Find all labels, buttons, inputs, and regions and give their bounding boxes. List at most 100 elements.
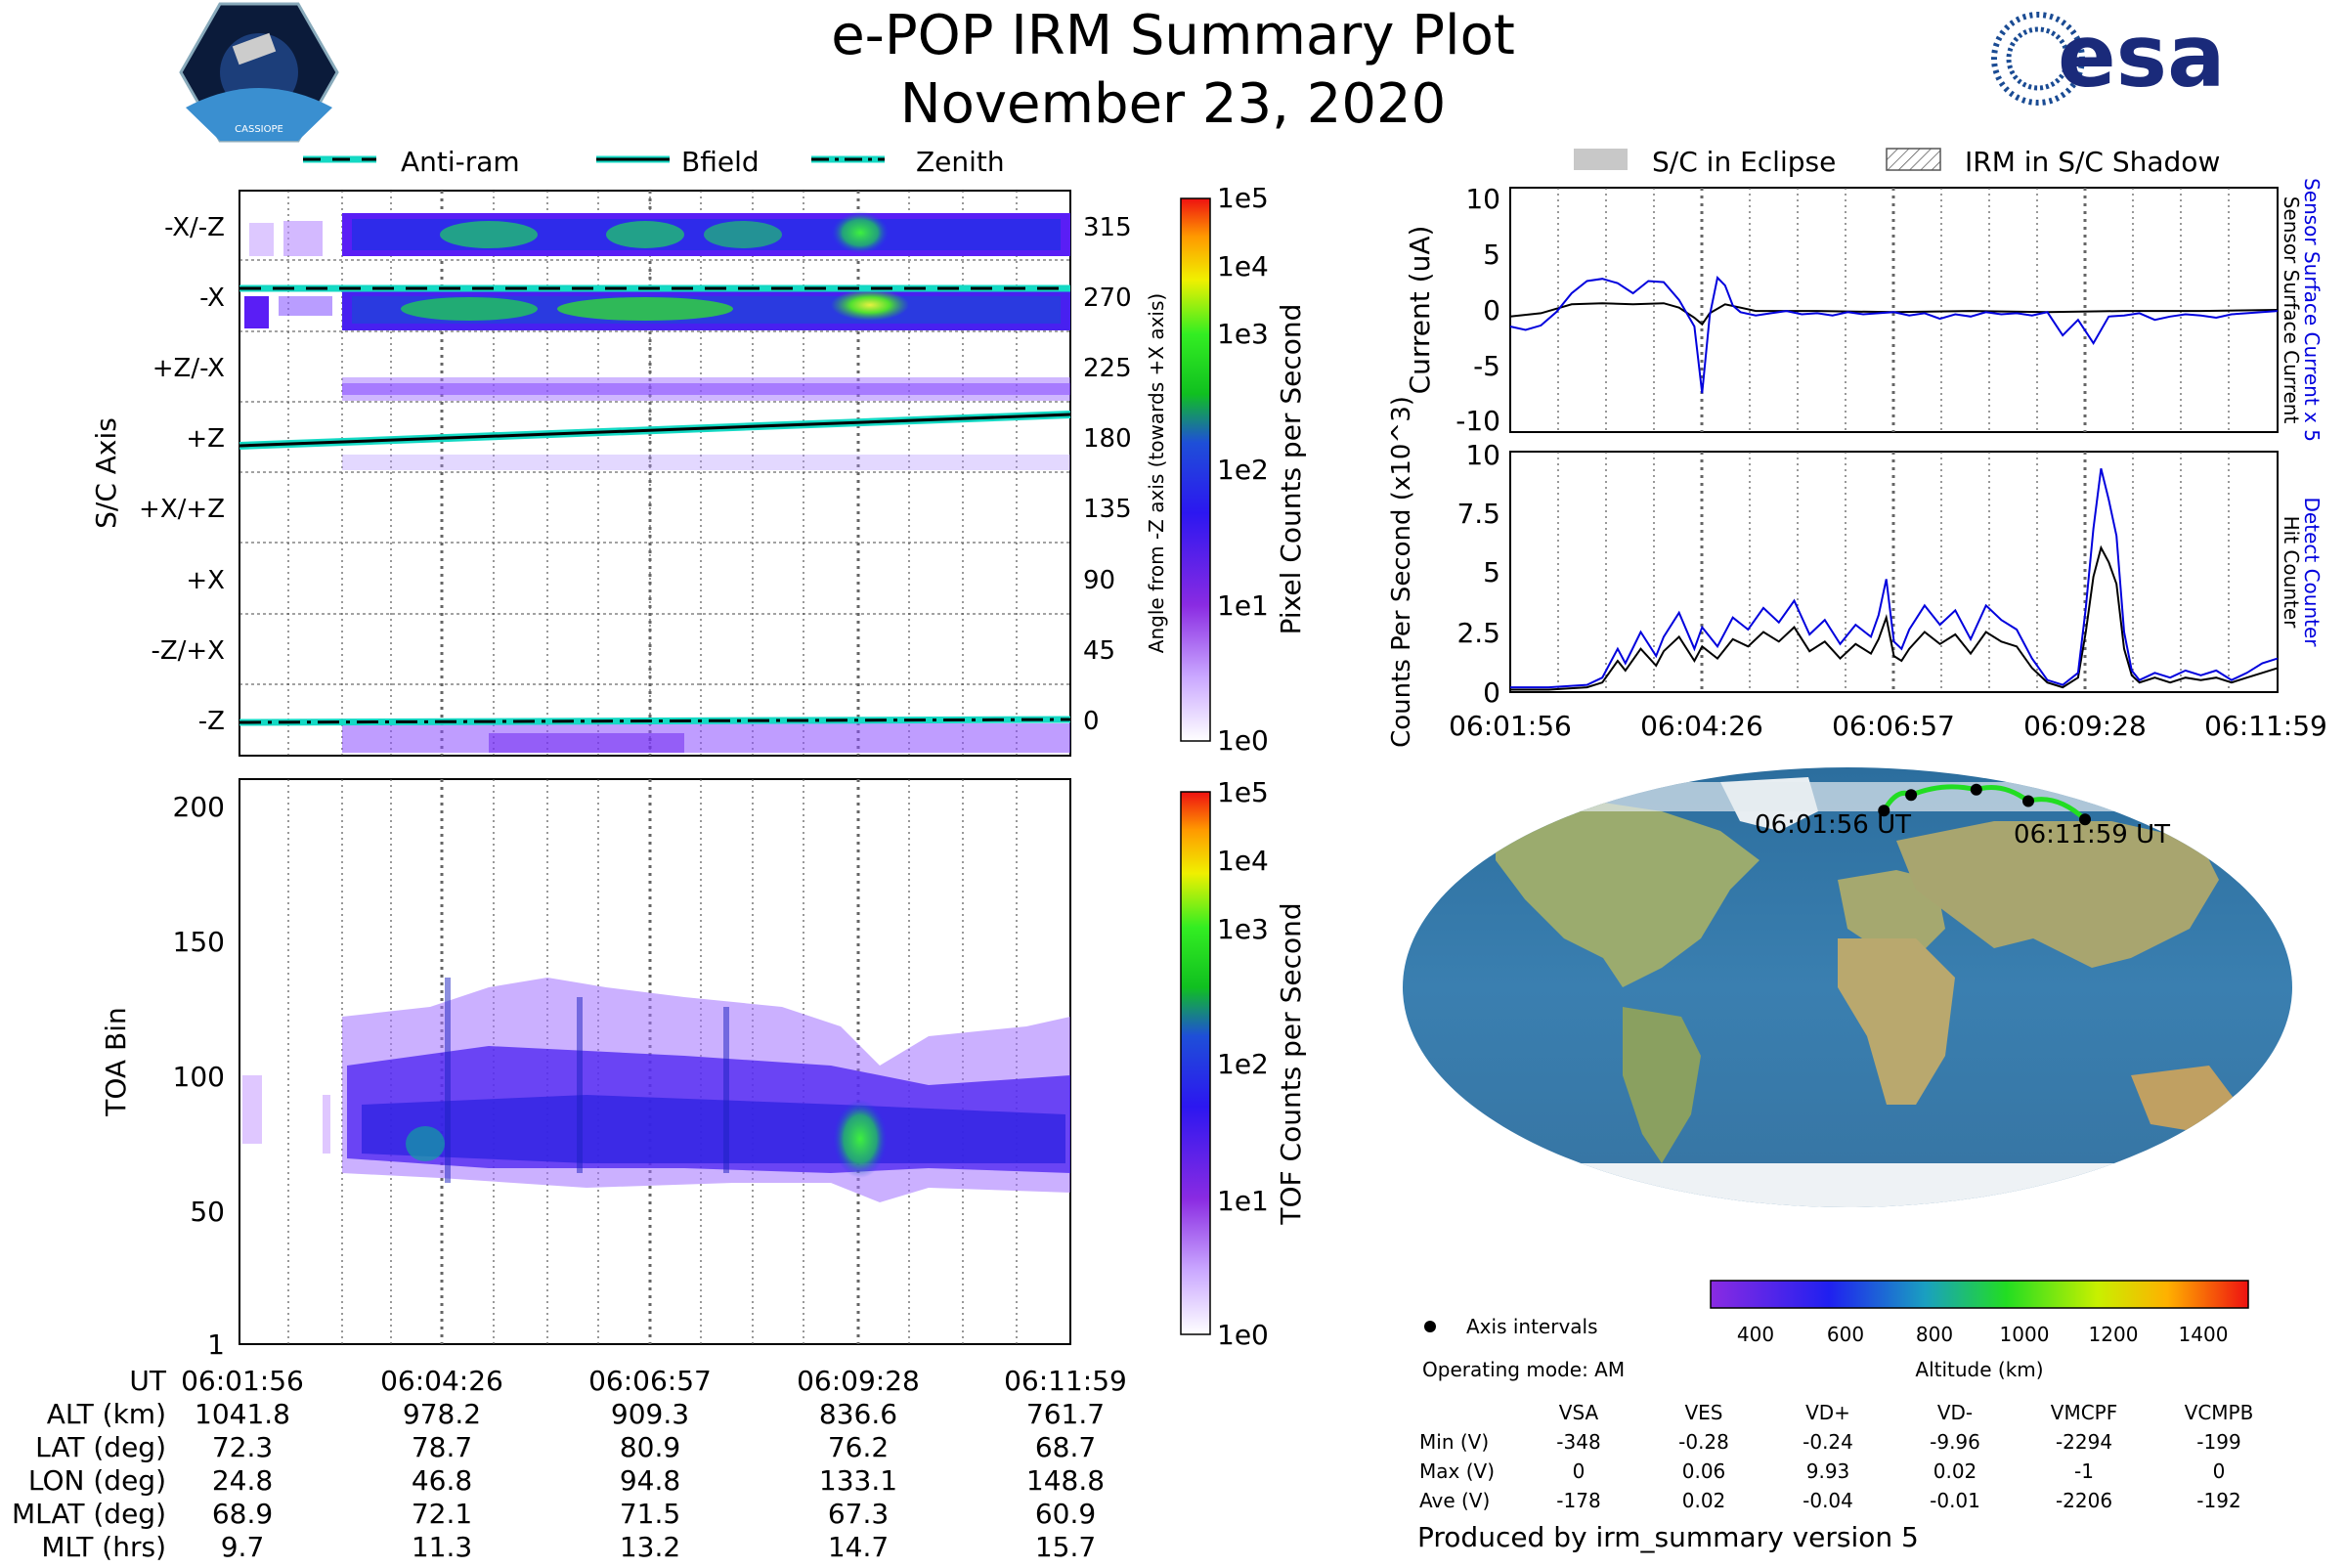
orbit-table: UT ALT (km) LAT (deg) LON (deg) MLAT (de… [12, 1365, 1105, 1563]
detect-counter-line [1510, 467, 2279, 689]
esa-logo-text: esa [2058, 6, 2225, 107]
cassiope-logo: CASSIOPE [179, 2, 339, 143]
voltage-row-label: Ave (V) [1419, 1489, 1490, 1512]
current-ytick: 5 [1483, 239, 1500, 271]
cbar-tick: 1e3 [1217, 318, 1269, 350]
orbit-cell: 67.3 [828, 1498, 889, 1530]
legend-sc-axis: Anti-ram Bfield Zenith [303, 146, 1005, 178]
sc-axis-category: +X [186, 566, 225, 595]
voltage-header: VD- [1937, 1401, 1973, 1424]
pixel-cbar-label: Pixel Counts per Second [1275, 304, 1307, 635]
orbit-cell: 11.3 [412, 1531, 472, 1563]
current-right-label-blue: Sensor Surface Current x 5 [2300, 178, 2324, 442]
voltage-cell: -0.24 [1803, 1430, 1853, 1454]
orbit-cell: 60.9 [1035, 1498, 1096, 1530]
esa-logo: esa [1991, 6, 2225, 107]
orbit-cell: 24.8 [212, 1464, 273, 1497]
counts-ytick: 2.5 [1456, 617, 1500, 649]
angle-tick: 180 [1083, 424, 1132, 454]
sc-axis-category: -X [199, 283, 225, 313]
pixel-colorbar: 1e5 1e4 1e3 1e2 1e1 1e0 Pixel Counts per… [1180, 182, 1307, 757]
voltage-cell: -2294 [2056, 1430, 2112, 1454]
sc-axis-category: -X/-Z [164, 213, 225, 242]
voltage-header: VCMPB [2185, 1401, 2254, 1424]
figure-title: e-POP IRM Summary Plot [831, 4, 1515, 67]
orbit-point [2079, 813, 2091, 826]
current-series-group [1509, 275, 2279, 394]
sc-axis-category: -Z/+X [151, 636, 225, 666]
alt-cbar-label: Altitude (km) [1915, 1358, 2043, 1381]
orbit-cell: 71.5 [620, 1498, 680, 1530]
orbit-cell: 1041.8 [195, 1398, 290, 1430]
counts-ylabel: Counts Per Second (x10^3) [1387, 396, 1416, 748]
tof-colorbar: 1e5 1e4 1e3 1e2 1e1 1e0 TOF Counts per S… [1180, 776, 1307, 1351]
voltage-table: VSA VES VD+ VD- VMCPF VCMPB Min (V) Max … [1419, 1401, 2253, 1512]
legend-anti-ram: Anti-ram [401, 146, 520, 178]
alt-tick: 800 [1916, 1323, 1953, 1346]
counts-ytick: 7.5 [1456, 498, 1500, 530]
sc-axis-y2label: Angle from -Z axis (towards +X axis) [1145, 293, 1168, 653]
sc-axis-heat-cells [244, 211, 1070, 753]
orbit-row-label: UT [129, 1365, 166, 1397]
current-ytick: -10 [1455, 405, 1500, 437]
voltage-cell: -9.96 [1930, 1430, 1980, 1454]
cbar-tick: 1e0 [1217, 1319, 1269, 1351]
sc-axis-angle-ticks: 315 270 225 180 135 90 45 0 [1083, 213, 1132, 736]
legend-eclipse: S/C in Eclipse IRM in S/C Shadow [1574, 146, 2220, 178]
cbar-tick: 1e4 [1217, 250, 1269, 283]
legend-sc-eclipse: S/C in Eclipse [1652, 146, 1836, 178]
voltage-cell: -2206 [2056, 1489, 2112, 1512]
tof-cbar-label: TOF Counts per Second [1275, 902, 1307, 1225]
counts-right-label-blue: Detect Counter [2300, 498, 2324, 648]
alt-tick: 1200 [2089, 1323, 2139, 1346]
current-panel: 10 5 0 -5 -10 Current (uA) Sensor Surfac… [1404, 178, 2324, 442]
current-ytick: -5 [1473, 350, 1500, 382]
orbit-cell: 78.7 [412, 1431, 472, 1463]
angle-tick: 0 [1083, 707, 1100, 736]
sc-axis-category: +Z [186, 424, 225, 454]
voltage-row-label: Min (V) [1419, 1430, 1489, 1454]
bfield-line [239, 411, 1071, 450]
sc-axis-category: +Z/-X [152, 354, 225, 383]
time-tick: 06:01:56 [181, 1365, 304, 1397]
toa-ylabel: TOA Bin [100, 1007, 132, 1116]
sc-axis-ylabel: S/C Axis [90, 417, 122, 529]
time-tick: 06:06:57 [1832, 710, 1955, 742]
voltage-header: VMCPF [2051, 1401, 2117, 1424]
current-ytick: 0 [1483, 294, 1500, 327]
orbit-cell: 72.1 [412, 1498, 472, 1530]
cbar-tick: 1e2 [1217, 454, 1269, 486]
orbit-cell: 68.9 [212, 1498, 273, 1530]
toa-ytick: 150 [173, 926, 225, 958]
orbit-cell: 133.1 [819, 1464, 897, 1497]
cbar-tick: 1e5 [1217, 182, 1269, 214]
toa-ytick: 50 [190, 1196, 225, 1228]
orbit-cell: 68.7 [1035, 1431, 1096, 1463]
orbit-points [1878, 783, 2091, 826]
legend-irm-shadow: IRM in S/C Shadow [1965, 146, 2220, 178]
alt-tick: 1400 [2179, 1323, 2229, 1346]
sensor-surface-current-x-5-line [1509, 275, 2279, 394]
operating-mode: Operating mode: AM [1422, 1358, 1625, 1381]
orbit-row-label: LAT (deg) [35, 1431, 166, 1463]
time-tick: 06:11:59 [1004, 1365, 1127, 1397]
sc-axis-category: -Z [198, 707, 225, 736]
voltage-cell: -1 [2074, 1459, 2094, 1483]
angle-tick: 225 [1083, 354, 1132, 383]
legend-zenith: Zenith [916, 146, 1005, 178]
angle-tick: 270 [1083, 283, 1132, 313]
voltage-cell: 0.06 [1682, 1459, 1726, 1483]
cbar-tick: 1e2 [1217, 1048, 1269, 1080]
counts-panel: 10 7.5 5 2.5 0 Counts Per Second (x10^3)… [1387, 396, 2327, 748]
zenith-line [239, 716, 1071, 726]
legend-bfield: Bfield [681, 146, 760, 178]
sc-axis-panel: -X/-Z -X +Z/-X +Z +X/+Z +X -Z/+X -Z 315 … [90, 190, 1168, 757]
counts-xticks: 06:01:56 06:04:26 06:06:57 06:09:28 06:1… [1449, 710, 2327, 742]
orbit-end-label: 06:11:59 UT [2014, 820, 2170, 849]
toa-ytick: 100 [173, 1061, 225, 1093]
voltage-cell: 9.93 [1806, 1459, 1850, 1483]
toa-ytick: 1 [207, 1328, 225, 1361]
axis-intervals-label: Axis intervals [1466, 1315, 1598, 1338]
cbar-tick: 1e3 [1217, 913, 1269, 945]
time-tick: 06:09:28 [797, 1365, 920, 1397]
